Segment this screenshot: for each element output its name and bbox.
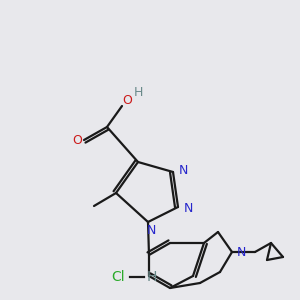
- Text: N: N: [146, 224, 156, 238]
- Text: H: H: [147, 270, 157, 284]
- Text: N: N: [183, 202, 193, 215]
- Text: N: N: [236, 247, 246, 260]
- Text: H: H: [133, 85, 143, 98]
- Text: O: O: [72, 134, 82, 148]
- Text: O: O: [122, 94, 132, 107]
- Text: N: N: [178, 164, 188, 176]
- Text: Cl: Cl: [111, 270, 125, 284]
